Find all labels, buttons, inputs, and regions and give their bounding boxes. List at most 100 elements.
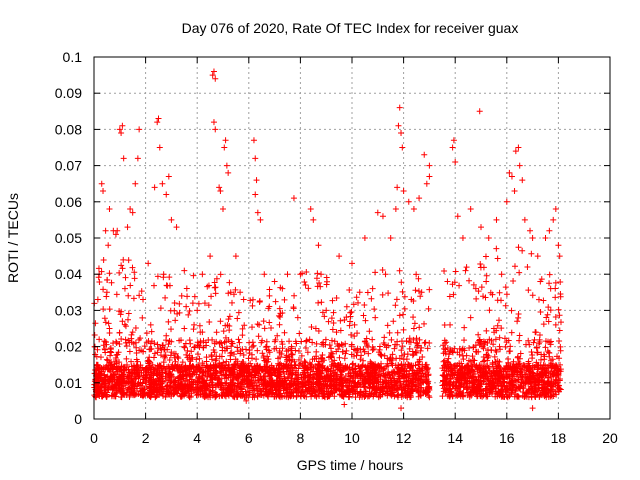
data-point [533, 344, 540, 351]
x-tick-labels: 0 2 4 6 8 10 12 14 16 18 20 [90, 430, 618, 446]
data-point [358, 352, 365, 359]
data-point [195, 351, 202, 358]
data-point [412, 383, 419, 390]
data-point [290, 304, 297, 311]
data-point [297, 360, 304, 367]
data-point [471, 357, 478, 364]
data-point [170, 374, 177, 381]
data-point [160, 363, 167, 370]
data-point [116, 126, 123, 133]
data-point [254, 347, 261, 354]
data-point [154, 349, 161, 356]
data-point [542, 362, 549, 369]
data-point [464, 377, 471, 384]
data-point [410, 206, 417, 213]
data-point [364, 289, 371, 296]
data-point [419, 353, 426, 360]
data-point [225, 337, 232, 344]
data-point [135, 379, 142, 386]
data-point [188, 348, 195, 355]
data-point [199, 360, 206, 367]
data-point [525, 337, 532, 344]
data-point [304, 387, 311, 394]
data-point [281, 385, 288, 392]
data-point [145, 389, 152, 396]
data-point [118, 372, 125, 379]
data-point [389, 351, 396, 358]
data-point [196, 378, 203, 385]
data-point [220, 359, 227, 366]
data-point [448, 389, 455, 396]
data-point [263, 388, 270, 395]
data-point [383, 379, 390, 386]
data-point [496, 343, 503, 350]
data-point [175, 384, 182, 391]
data-point [102, 227, 109, 234]
data-point [447, 386, 454, 393]
data-point [225, 316, 232, 323]
data-point [275, 386, 282, 393]
data-point [190, 272, 197, 279]
data-point [103, 289, 110, 296]
data-point [143, 330, 150, 337]
data-point [154, 366, 161, 373]
data-point [211, 349, 218, 356]
data-point [322, 336, 329, 343]
data-point [544, 348, 551, 355]
data-point [498, 386, 505, 393]
data-point [508, 173, 515, 180]
data-point [237, 350, 244, 357]
data-point [145, 260, 152, 267]
data-point [540, 321, 547, 328]
data-point [316, 388, 323, 395]
data-point [489, 377, 496, 384]
data-point [375, 394, 382, 401]
data-point [280, 365, 287, 372]
data-point [348, 331, 355, 338]
data-point [153, 389, 160, 396]
data-point [266, 292, 273, 299]
data-point [209, 384, 216, 391]
data-point [122, 274, 129, 281]
data-point [279, 309, 286, 316]
data-point [252, 191, 259, 198]
data-point [557, 366, 564, 373]
data-point [190, 326, 197, 333]
data-point [486, 389, 493, 396]
data-point [213, 338, 220, 345]
data-point [536, 339, 543, 346]
data-point [126, 348, 133, 355]
data-point [217, 339, 224, 346]
data-point [363, 367, 370, 374]
data-point [374, 378, 381, 385]
data-point [156, 144, 163, 151]
data-point [274, 380, 281, 387]
data-point [306, 385, 313, 392]
data-point [116, 341, 123, 348]
data-point [299, 371, 306, 378]
data-point [209, 372, 216, 379]
data-point [542, 390, 549, 397]
data-point [181, 343, 188, 350]
data-point [525, 287, 532, 294]
data-point [360, 357, 367, 364]
data-point [127, 206, 134, 213]
x-tick-label: 4 [193, 430, 201, 446]
data-point [265, 356, 272, 363]
data-point [392, 341, 399, 348]
data-point [213, 329, 220, 336]
data-point [272, 370, 279, 377]
data-point [474, 385, 481, 392]
data-point [374, 209, 381, 216]
data-point [520, 384, 527, 391]
data-point [483, 272, 490, 279]
data-point [221, 392, 228, 399]
data-point [368, 295, 375, 302]
data-point [112, 231, 119, 238]
data-point [422, 390, 429, 397]
data-point [172, 358, 179, 365]
data-point [266, 319, 273, 326]
data-point [410, 298, 417, 305]
data-point [100, 256, 107, 263]
data-point [127, 282, 134, 289]
